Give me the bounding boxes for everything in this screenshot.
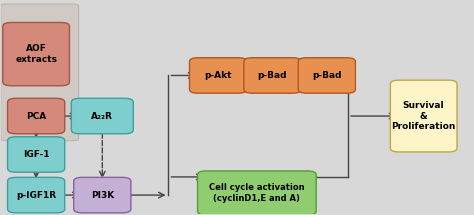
FancyBboxPatch shape: [3, 23, 70, 86]
FancyBboxPatch shape: [72, 98, 133, 134]
Text: AOF
extracts: AOF extracts: [15, 44, 57, 64]
Text: Survival
&
Proliferation: Survival & Proliferation: [392, 101, 456, 131]
Text: PCA: PCA: [26, 112, 46, 121]
FancyBboxPatch shape: [244, 58, 301, 93]
Text: p-Bad: p-Bad: [258, 71, 287, 80]
FancyBboxPatch shape: [190, 58, 246, 93]
FancyBboxPatch shape: [8, 137, 65, 172]
FancyBboxPatch shape: [74, 177, 131, 213]
Text: p-Akt: p-Akt: [204, 71, 232, 80]
FancyBboxPatch shape: [8, 177, 65, 213]
FancyBboxPatch shape: [298, 58, 356, 93]
Text: A₂₂R: A₂₂R: [91, 112, 113, 121]
FancyBboxPatch shape: [0, 4, 79, 141]
Text: p-Bad: p-Bad: [312, 71, 342, 80]
Text: IGF-1: IGF-1: [23, 150, 49, 159]
Text: Cell cycle activation
(cyclinD1,E and A): Cell cycle activation (cyclinD1,E and A): [209, 183, 305, 203]
FancyBboxPatch shape: [391, 80, 457, 152]
FancyBboxPatch shape: [198, 171, 316, 215]
Text: p-IGF1R: p-IGF1R: [16, 190, 56, 200]
FancyBboxPatch shape: [8, 98, 65, 134]
Text: PI3K: PI3K: [91, 190, 114, 200]
